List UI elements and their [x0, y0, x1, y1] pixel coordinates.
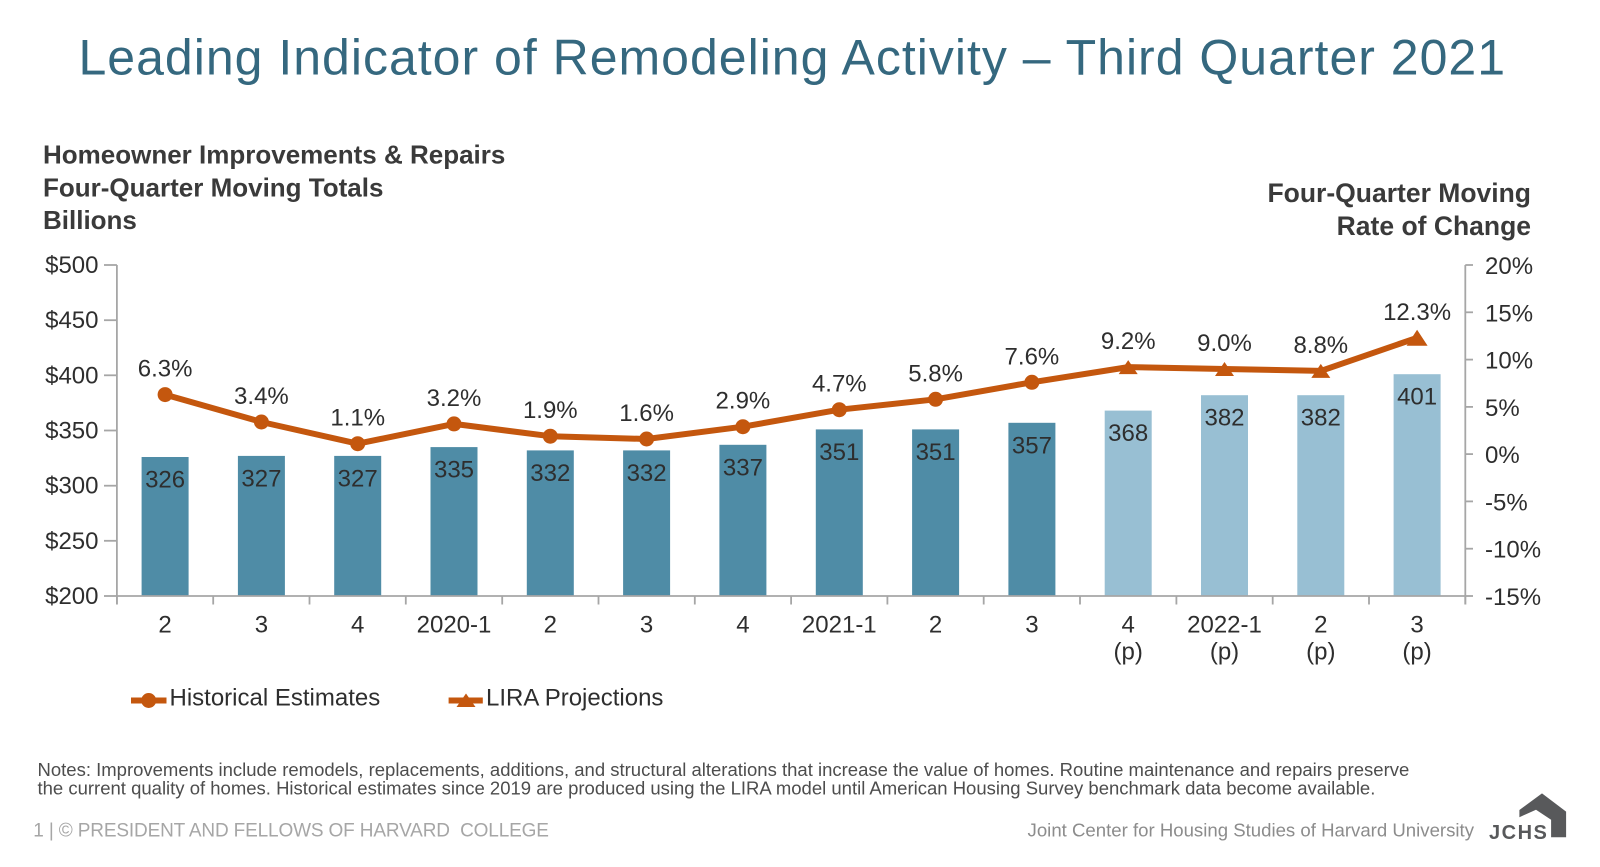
svg-text:337: 337 — [723, 454, 763, 481]
svg-text:351: 351 — [819, 439, 859, 466]
svg-text:Joint Center for Housing Studi: Joint Center for Housing Studies of Harv… — [1028, 820, 1475, 841]
svg-text:2.9%: 2.9% — [716, 388, 771, 415]
svg-text:4: 4 — [351, 612, 364, 639]
svg-text:-5%: -5% — [1485, 489, 1528, 516]
svg-text:0%: 0% — [1485, 442, 1520, 469]
svg-text:368: 368 — [1108, 420, 1148, 447]
svg-text:(p): (p) — [1306, 639, 1335, 666]
svg-text:4: 4 — [1122, 612, 1135, 639]
svg-text:JCHS: JCHS — [1489, 822, 1548, 844]
svg-text:335: 335 — [434, 457, 474, 484]
svg-text:$300: $300 — [45, 473, 98, 500]
svg-text:Rate of Change: Rate of Change — [1337, 211, 1531, 241]
svg-text:9.0%: 9.0% — [1197, 330, 1252, 357]
svg-text:2: 2 — [929, 612, 942, 639]
svg-text:3: 3 — [255, 612, 268, 639]
svg-text:3: 3 — [1410, 612, 1423, 639]
svg-text:$450: $450 — [45, 307, 98, 334]
svg-text:LIRA Projections: LIRA Projections — [486, 685, 663, 712]
svg-text:15%: 15% — [1485, 300, 1533, 327]
svg-text:20%: 20% — [1485, 253, 1533, 280]
svg-text:2021-1: 2021-1 — [802, 612, 877, 639]
svg-text:(p): (p) — [1402, 639, 1431, 666]
svg-text:382: 382 — [1204, 405, 1244, 432]
svg-text:Notes: Improvements include re: Notes: Improvements include remodels, re… — [38, 759, 1410, 780]
svg-text:4: 4 — [736, 612, 749, 639]
svg-text:2: 2 — [544, 612, 557, 639]
svg-text:$350: $350 — [45, 418, 98, 445]
svg-text:8.8%: 8.8% — [1293, 332, 1348, 359]
svg-text:Four-Quarter Moving Totals: Four-Quarter Moving Totals — [43, 172, 383, 202]
svg-text:401: 401 — [1397, 384, 1437, 411]
svg-text:357: 357 — [1012, 432, 1052, 459]
svg-text:(p): (p) — [1210, 639, 1239, 666]
svg-text:3.2%: 3.2% — [427, 385, 482, 412]
svg-text:3: 3 — [640, 612, 653, 639]
svg-text:the current quality of homes.: the current quality of homes. Historical… — [38, 778, 1376, 799]
svg-text:1.1%: 1.1% — [330, 405, 385, 432]
svg-text:Billions: Billions — [43, 205, 137, 235]
svg-text:(p): (p) — [1114, 639, 1143, 666]
svg-text:$250: $250 — [45, 528, 98, 555]
svg-text:2: 2 — [1314, 612, 1327, 639]
svg-text:Leading Indicator of Remodelin: Leading Indicator of Remodeling Activity… — [79, 30, 1507, 86]
svg-text:$400: $400 — [45, 362, 98, 389]
svg-text:5.8%: 5.8% — [908, 360, 963, 387]
svg-text:$500: $500 — [45, 252, 98, 279]
svg-text:327: 327 — [241, 465, 281, 492]
svg-text:-10%: -10% — [1485, 537, 1541, 564]
svg-text:327: 327 — [338, 465, 378, 492]
svg-text:351: 351 — [916, 439, 956, 466]
svg-text:326: 326 — [145, 467, 185, 494]
svg-text:Homeowner Improvements & Repai: Homeowner Improvements & Repairs — [43, 140, 505, 170]
svg-text:2: 2 — [158, 612, 171, 639]
svg-text:1.6%: 1.6% — [619, 400, 674, 427]
svg-text:1 | © PRESIDENT AND FELLOWS OF: 1 | © PRESIDENT AND FELLOWS OF HARVARD C… — [33, 821, 549, 842]
svg-text:Four-Quarter Moving: Four-Quarter Moving — [1267, 178, 1531, 208]
svg-text:332: 332 — [530, 460, 570, 487]
svg-text:10%: 10% — [1485, 348, 1533, 375]
svg-text:1.9%: 1.9% — [523, 397, 578, 424]
svg-text:-15%: -15% — [1485, 584, 1541, 611]
svg-text:2022-1: 2022-1 — [1187, 612, 1262, 639]
svg-text:3.4%: 3.4% — [234, 383, 289, 410]
svg-text:6.3%: 6.3% — [138, 356, 193, 383]
svg-text:2020-1: 2020-1 — [417, 612, 492, 639]
svg-text:$200: $200 — [45, 583, 98, 610]
svg-text:332: 332 — [627, 460, 667, 487]
svg-text:5%: 5% — [1485, 395, 1520, 422]
svg-text:3: 3 — [1025, 612, 1038, 639]
svg-text:12.3%: 12.3% — [1383, 299, 1451, 326]
svg-text:4.7%: 4.7% — [812, 371, 867, 398]
svg-text:7.6%: 7.6% — [1005, 343, 1060, 370]
svg-text:Historical Estimates: Historical Estimates — [170, 685, 381, 712]
svg-text:382: 382 — [1301, 405, 1341, 432]
svg-text:9.2%: 9.2% — [1101, 328, 1156, 355]
